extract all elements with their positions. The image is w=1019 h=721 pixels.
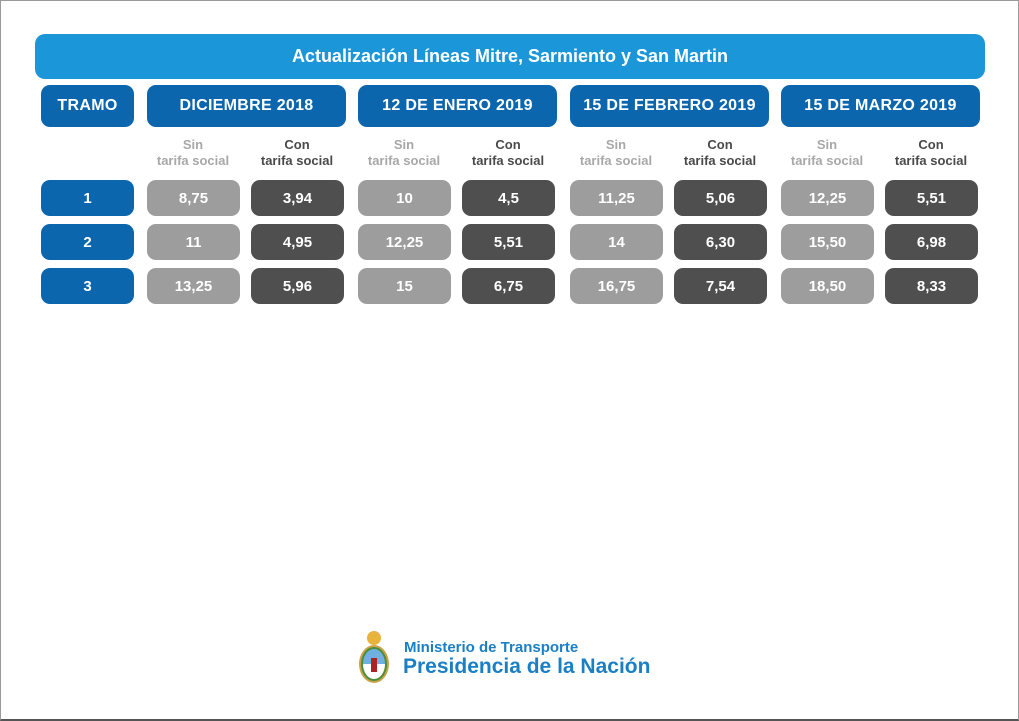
fare-cell-con: 7,54 xyxy=(674,268,767,304)
fare-cell-sin: 16,75 xyxy=(570,268,663,304)
fare-cell-con: 6,98 xyxy=(885,224,978,260)
subheader-line: tarifa social xyxy=(471,153,545,168)
argentina-coat-of-arms-icon xyxy=(359,631,389,683)
subheader-line: Con xyxy=(707,137,733,152)
subheader-line: tarifa social xyxy=(790,153,864,168)
sin-tarifa-social-subheader: Sin tarifa social xyxy=(779,137,875,169)
fare-cell-sin: 8,75 xyxy=(147,180,240,216)
fare-cell-con: 3,94 xyxy=(251,180,344,216)
subheader-line: tarifa social xyxy=(156,153,230,168)
period-header: DICIEMBRE 2018 xyxy=(147,85,346,127)
fare-cell-sin: 11 xyxy=(147,224,240,260)
fare-cell-con: 4,95 xyxy=(251,224,344,260)
sin-tarifa-social-subheader: Sin tarifa social xyxy=(568,137,664,169)
subheader-line: tarifa social xyxy=(367,153,441,168)
fare-cell-sin: 11,25 xyxy=(570,180,663,216)
fare-cell-con: 6,75 xyxy=(462,268,555,304)
fare-cell-sin: 18,50 xyxy=(781,268,874,304)
subheader-line: Sin xyxy=(816,137,838,152)
fare-cell-sin: 15,50 xyxy=(781,224,874,260)
period-header: 15 DE MARZO 2019 xyxy=(781,85,980,127)
period-header: 12 DE ENERO 2019 xyxy=(358,85,557,127)
presidencia-label: Presidencia de la Nación xyxy=(403,655,651,678)
tramo-header: TRAMO xyxy=(41,85,134,127)
fare-cell-con: 5,51 xyxy=(885,180,978,216)
period-header: 15 DE FEBRERO 2019 xyxy=(570,85,769,127)
subheader-line: tarifa social xyxy=(260,153,334,168)
subheader-line: Sin xyxy=(182,137,204,152)
subheader-line: tarifa social xyxy=(579,153,653,168)
subheader-line: Sin xyxy=(393,137,415,152)
fare-cell-con: 5,51 xyxy=(462,224,555,260)
tramo-label: 1 xyxy=(41,180,134,216)
fare-cell-con: 5,96 xyxy=(251,268,344,304)
fare-cell-sin: 12,25 xyxy=(358,224,451,260)
fare-cell-sin: 12,25 xyxy=(781,180,874,216)
fare-cell-sin: 13,25 xyxy=(147,268,240,304)
fare-cell-con: 6,30 xyxy=(674,224,767,260)
subheader-line: tarifa social xyxy=(894,153,968,168)
sin-tarifa-social-subheader: Sin tarifa social xyxy=(145,137,241,169)
tramo-label: 2 xyxy=(41,224,134,260)
ministerio-label: Ministerio de Transporte xyxy=(404,639,579,656)
subheader-line: Con xyxy=(918,137,944,152)
subheader-line: tarifa social xyxy=(683,153,757,168)
con-tarifa-social-subheader: Con tarifa social xyxy=(249,137,345,169)
tramo-label: 3 xyxy=(41,268,134,304)
con-tarifa-social-subheader: Con tarifa social xyxy=(883,137,979,169)
fare-cell-con: 4,5 xyxy=(462,180,555,216)
con-tarifa-social-subheader: Con tarifa social xyxy=(460,137,556,169)
page-title: Actualización Líneas Mitre, Sarmiento y … xyxy=(35,34,985,79)
fare-cell-sin: 14 xyxy=(570,224,663,260)
sin-tarifa-social-subheader: Sin tarifa social xyxy=(356,137,452,169)
subheader-line: Con xyxy=(495,137,521,152)
con-tarifa-social-subheader: Con tarifa social xyxy=(672,137,768,169)
fare-cell-con: 8,33 xyxy=(885,268,978,304)
fare-cell-con: 5,06 xyxy=(674,180,767,216)
subheader-line: Con xyxy=(284,137,310,152)
fare-cell-sin: 15 xyxy=(358,268,451,304)
subheader-line: Sin xyxy=(605,137,627,152)
fare-cell-sin: 10 xyxy=(358,180,451,216)
